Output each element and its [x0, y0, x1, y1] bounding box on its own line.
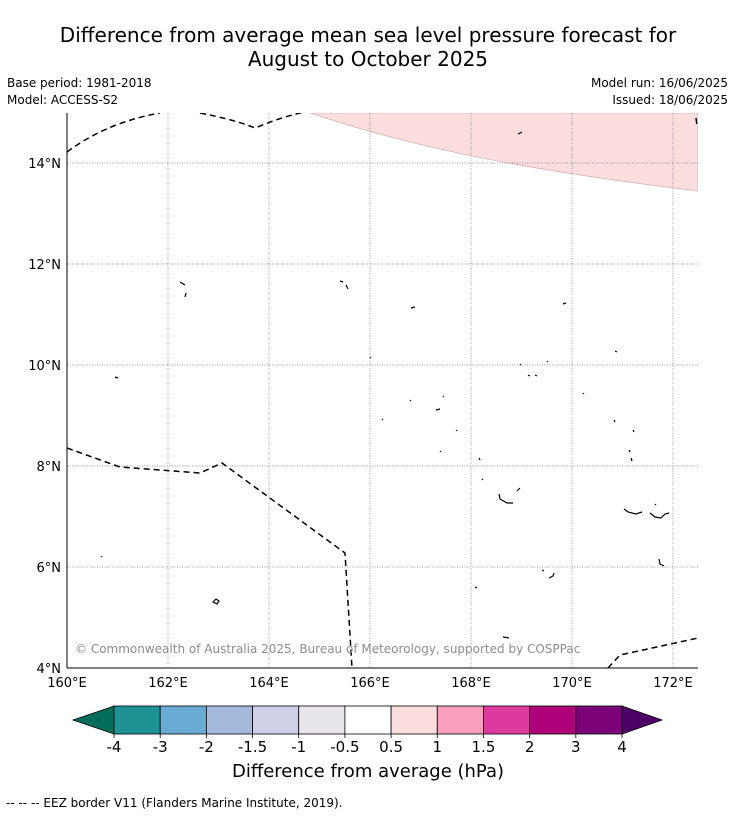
longitude-labels: 160°E 162°E 164°E 166°E 168°E 170°E 172°… — [47, 676, 693, 691]
lat-label: 4°N — [37, 662, 62, 677]
colorbar-segment — [483, 705, 531, 735]
issued-date: Issued: 18/06/2025 — [612, 93, 728, 107]
colorbar-tick-label: -2 — [199, 738, 214, 756]
copyright-notice: © Commonwealth of Australia 2025, Bureau… — [75, 642, 580, 656]
grid-lines — [67, 113, 698, 668]
lon-label: 172°E — [653, 676, 693, 691]
colorbar-tick-label: -4 — [107, 738, 122, 756]
colorbar-tick-label: 0.5 — [379, 738, 403, 756]
colorbar-segment — [575, 705, 623, 735]
colorbar — [71, 705, 664, 735]
eez-borders — [67, 113, 698, 668]
model-run: Model run: 16/06/2025 — [590, 76, 728, 90]
lon-label: 162°E — [148, 676, 188, 691]
colorbar-extend-high — [621, 705, 664, 735]
colorbar-tick-label: 1.5 — [472, 738, 496, 756]
island-outlines — [100, 131, 670, 639]
lon-label: 160°E — [47, 676, 87, 691]
lat-label: 10°N — [28, 359, 61, 374]
colorbar-title: Difference from average (hPa) — [231, 761, 505, 782]
colorbar-tick-label: 3 — [571, 738, 581, 756]
colorbar-ticks: -4 -3 -2 -1.5 -1 -0.5 0.5 1 1.5 2 3 4 — [107, 734, 627, 756]
colorbar-tick-label: -1 — [291, 738, 306, 756]
colorbar-tick-label: -3 — [153, 738, 168, 756]
colorbar-tick-label: 2 — [525, 738, 535, 756]
colorbar-segment — [159, 705, 207, 735]
colorbar-tick-label: -0.5 — [330, 738, 359, 756]
anomaly-region — [309, 113, 698, 192]
base-period: Base period: 1981-2018 — [7, 76, 152, 90]
lat-label: 6°N — [37, 561, 62, 576]
latitude-labels: 14°N 12°N 10°N 8°N 6°N 4°N — [28, 157, 61, 677]
lon-label: 166°E — [350, 676, 390, 691]
colorbar-segment — [529, 705, 577, 735]
eez-legend-note: -- -- -- EEZ border V11 (Flanders Marine… — [6, 796, 343, 810]
colorbar-segment — [205, 705, 253, 735]
colorbar-segment — [298, 705, 346, 735]
colorbar-tick-label: -1.5 — [238, 738, 267, 756]
lat-label: 8°N — [37, 460, 62, 475]
colorbar-tick-label: 4 — [617, 738, 627, 756]
colorbar-extend-low — [71, 705, 115, 735]
lon-label: 164°E — [249, 676, 289, 691]
lon-label: 168°E — [451, 676, 491, 691]
map-title-line2: August to October 2025 — [247, 47, 489, 71]
lat-label: 14°N — [28, 157, 61, 172]
colorbar-segment — [252, 705, 300, 735]
colorbar-segment — [390, 705, 438, 735]
map-title-line1: Difference from average mean sea level p… — [59, 23, 677, 47]
colorbar-segment — [113, 705, 161, 735]
lon-label: 170°E — [552, 676, 592, 691]
colorbar-tick-label: 1 — [432, 738, 442, 756]
lat-label: 12°N — [28, 258, 61, 273]
colorbar-segment — [436, 705, 484, 735]
colorbar-segment — [344, 705, 392, 735]
model-name: Model: ACCESS-S2 — [7, 93, 119, 107]
